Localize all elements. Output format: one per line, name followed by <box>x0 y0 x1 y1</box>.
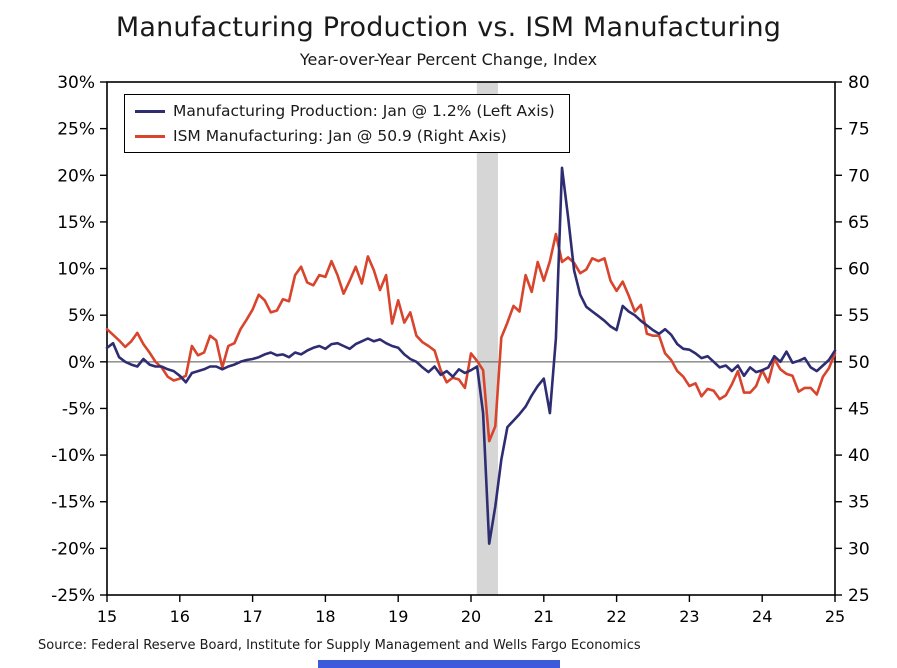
svg-text:25: 25 <box>848 586 870 606</box>
svg-text:45: 45 <box>848 399 870 419</box>
svg-text:15: 15 <box>97 607 117 626</box>
svg-text:25%: 25% <box>57 120 95 140</box>
svg-text:-10%: -10% <box>51 446 95 466</box>
svg-text:0%: 0% <box>68 353 95 373</box>
svg-text:35: 35 <box>848 493 870 513</box>
svg-text:30: 30 <box>848 539 870 559</box>
svg-text:-20%: -20% <box>51 539 95 559</box>
svg-text:55: 55 <box>848 306 870 326</box>
svg-text:24: 24 <box>752 607 772 626</box>
svg-text:40: 40 <box>848 446 870 466</box>
source-attribution: Source: Federal Reserve Board, Institute… <box>38 638 641 653</box>
production-line-swatch <box>135 109 165 113</box>
svg-text:-15%: -15% <box>51 493 95 513</box>
svg-text:65: 65 <box>848 213 870 233</box>
svg-text:18: 18 <box>315 607 335 626</box>
svg-text:10%: 10% <box>57 260 95 280</box>
svg-text:-25%: -25% <box>51 586 95 606</box>
legend-label-ism: ISM Manufacturing: Jan @ 50.9 (Right Axi… <box>173 127 507 145</box>
chart-subtitle: Year-over-Year Percent Change, Index <box>299 50 598 69</box>
svg-text:21: 21 <box>534 607 554 626</box>
svg-text:19: 19 <box>388 607 408 626</box>
svg-text:22: 22 <box>606 607 626 626</box>
svg-text:5%: 5% <box>68 306 95 326</box>
legend-label-production: Manufacturing Production: Jan @ 1.2% (Le… <box>173 102 555 120</box>
svg-text:50: 50 <box>848 353 870 373</box>
svg-text:60: 60 <box>848 260 870 280</box>
ism-line-swatch <box>135 134 165 138</box>
chart-title: Manufacturing Production vs. ISM Manufac… <box>115 12 782 43</box>
legend-item-production: Manufacturing Production: Jan @ 1.2% (Le… <box>135 102 555 120</box>
svg-text:80: 80 <box>848 73 870 93</box>
legend-item-ism: ISM Manufacturing: Jan @ 50.9 (Right Axi… <box>135 127 555 145</box>
svg-text:20%: 20% <box>57 166 95 186</box>
bottom-blue-bar <box>318 660 560 668</box>
svg-text:-5%: -5% <box>62 399 95 419</box>
svg-text:20: 20 <box>461 607 481 626</box>
svg-text:70: 70 <box>848 166 870 186</box>
svg-text:25: 25 <box>825 607 845 626</box>
chart-legend: Manufacturing Production: Jan @ 1.2% (Le… <box>124 94 570 153</box>
svg-text:23: 23 <box>679 607 699 626</box>
svg-text:75: 75 <box>848 120 870 140</box>
svg-text:15%: 15% <box>57 213 95 233</box>
svg-text:16: 16 <box>170 607 190 626</box>
svg-text:30%: 30% <box>57 73 95 93</box>
svg-text:17: 17 <box>242 607 262 626</box>
